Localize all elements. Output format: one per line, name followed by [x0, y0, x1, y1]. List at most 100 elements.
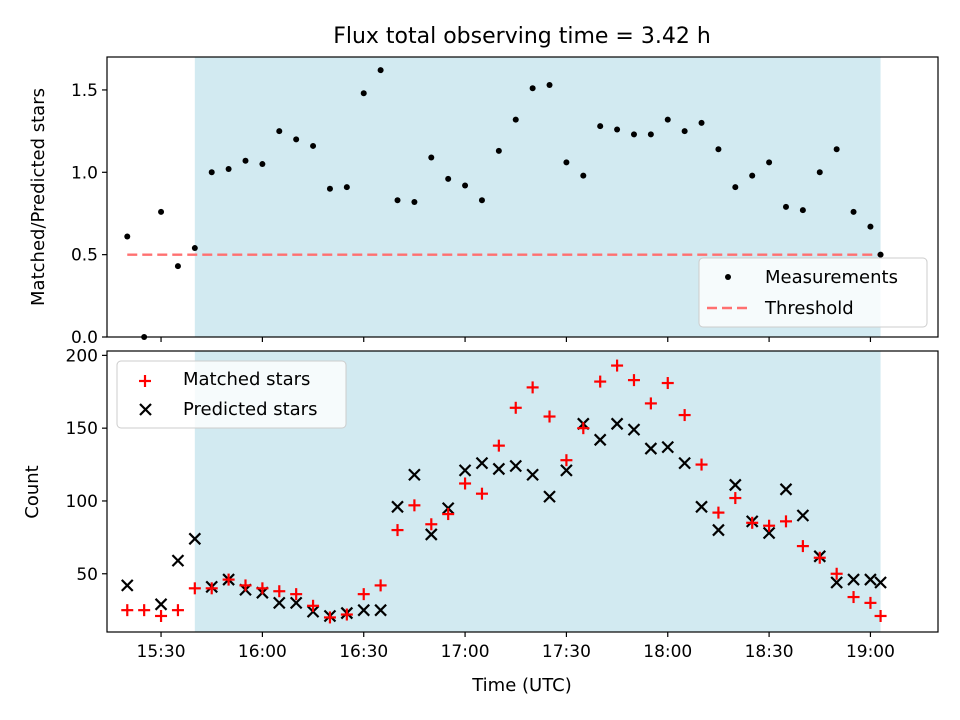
matched-point: [729, 492, 742, 505]
predicted-point: [289, 596, 303, 610]
bottom-x-tick-label: 18:00: [643, 642, 692, 662]
measurement-point: [799, 207, 806, 214]
matched-point: [492, 439, 505, 452]
predicted-point: [357, 603, 371, 617]
predicted-point-stroke: [475, 456, 489, 470]
legend-matched-label: Matched stars: [183, 369, 310, 390]
matched-point: [442, 508, 455, 521]
measurement-point: [495, 147, 502, 154]
matched-point: [408, 499, 421, 512]
measurement-point: [158, 208, 165, 215]
matched-point: [746, 516, 759, 529]
bottom-panel: 50 100 150 200 15:30 16:00 16:30 17:00 17:30 18:…: [22, 346, 939, 696]
bottom-x-tick-label: 19:00: [846, 642, 895, 662]
predicted-point-stroke: [374, 603, 387, 617]
predicted-point-stroke: [425, 528, 438, 541]
matched-point: [138, 604, 151, 617]
top-y-ticks: 0.0 0.5 1.0 1.5: [71, 81, 107, 348]
measurement-point: [664, 116, 671, 123]
predicted-point-stroke: [796, 509, 810, 522]
measurement-point: [867, 223, 874, 230]
predicted-point: [273, 596, 286, 610]
measurement-point: [512, 116, 519, 123]
predicted-point-stroke: [779, 483, 793, 496]
matched-point: [256, 582, 269, 595]
predicted-point-stroke: [847, 573, 860, 586]
bottom-y-tick-label: 200: [66, 346, 98, 366]
matched-point: [813, 551, 826, 564]
top-y-axis-label: Matched/Predicted stars: [28, 88, 49, 306]
top-y-tick-label: 1.5: [71, 81, 98, 101]
predicted-point-stroke: [526, 468, 539, 482]
top-panel: 0.0 0.5 1.0 1.5 Matched/Predicted stars Mea…: [28, 56, 939, 348]
matched-point: [874, 609, 887, 622]
predicted-point-stroke: [357, 603, 371, 617]
measurement-point: [478, 197, 485, 204]
predicted-point: [171, 554, 185, 567]
matched-point: [560, 454, 573, 467]
measurement-point: [715, 146, 722, 153]
predicted-point-stroke: [188, 532, 202, 546]
predicted-point-stroke: [408, 468, 421, 482]
predicted-point: [543, 490, 556, 503]
matched-point: [239, 579, 252, 592]
predicted-point-stroke: [874, 576, 887, 589]
predicted-point: [729, 478, 742, 492]
measurement-point: [462, 182, 469, 189]
predicted-point-stroke: [593, 433, 607, 447]
predicted-point: [830, 576, 843, 589]
matched-point: [627, 374, 640, 387]
matched-point: [796, 540, 809, 553]
bottom-x-ticks: 15:30 16:00 16:30 17:00 17:30 18:00 18:30 19:00: [137, 632, 895, 662]
measurement-point: [377, 67, 384, 74]
matched-point: [475, 487, 488, 500]
predicted-point: [864, 573, 877, 586]
predicted-point-stroke: [120, 579, 134, 592]
predicted-point: [661, 440, 675, 454]
bottom-x-tick-label: 17:30: [542, 642, 591, 662]
matched-point: [847, 591, 860, 604]
measurement-point: [647, 131, 654, 138]
matched-point: [779, 515, 792, 528]
bottom-legend-box: [116, 360, 347, 429]
legend-measurements-marker: [725, 274, 731, 280]
predicted-point-stroke: [627, 423, 641, 436]
predicted-point: [678, 456, 691, 470]
chart-title: Flux total observing time = 3.42 h: [333, 24, 711, 49]
predicted-point: [874, 576, 887, 589]
measurement-point: [877, 251, 884, 258]
matched-point: [323, 611, 336, 624]
predicted-point-stroke: [712, 523, 725, 537]
legend-matched-marker: [139, 375, 151, 387]
matched-stars-points: [121, 359, 887, 624]
matched-point: [205, 582, 218, 595]
predicted-point: [458, 464, 472, 477]
measurement-point: [749, 172, 756, 179]
matched-point: [594, 375, 607, 388]
predicted-point-stroke: [509, 459, 523, 473]
legend-predicted-marker: [139, 403, 152, 416]
measurement-point: [816, 169, 823, 176]
predicted-point: [374, 603, 387, 617]
predicted-point: [391, 500, 404, 514]
measurement-point: [191, 245, 198, 252]
bottom-y-tick-label: 50: [76, 565, 98, 585]
measurement-point: [445, 175, 452, 182]
matched-point: [830, 567, 843, 580]
top-axes-frame: [106, 56, 939, 338]
measurement-point: [428, 154, 435, 161]
measurement-point: [698, 119, 705, 126]
predicted-point-stroke: [543, 490, 556, 503]
predicted-point: [560, 464, 573, 477]
predicted-point: [712, 523, 725, 537]
predicted-point-stroke: [391, 500, 404, 514]
predicted-point: [593, 433, 607, 447]
top-legend-box: [698, 257, 928, 328]
predicted-point-stroke: [678, 456, 691, 470]
top-legend: Measurements Threshold: [698, 257, 928, 328]
predicted-point-stroke: [644, 442, 658, 455]
measurement-point: [630, 131, 637, 138]
matched-point: [290, 588, 303, 601]
predicted-point: [762, 526, 776, 540]
predicted-point-stroke: [273, 596, 286, 610]
